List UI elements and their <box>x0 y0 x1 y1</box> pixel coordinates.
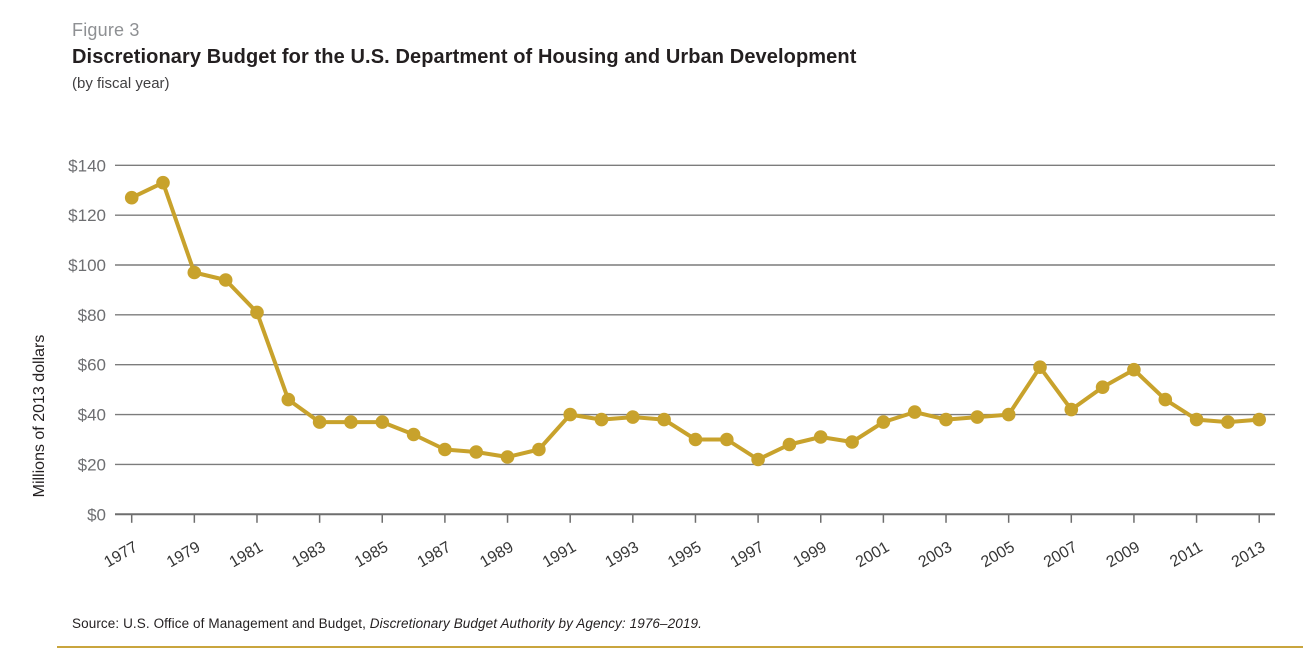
line-chart: $0 $20 $40 $60 $80 $100 $120 $140 1977 1979 1981 19… <box>0 140 1310 600</box>
data-point-marker-1996 <box>720 432 734 447</box>
x-tick-label-1983: 1983 <box>289 539 328 572</box>
data-point-marker-2013 <box>1252 412 1266 427</box>
x-tick-label-1987: 1987 <box>415 539 454 572</box>
data-point-marker-1994 <box>657 412 671 427</box>
x-tick-label-1981: 1981 <box>227 539 266 572</box>
x-tick-label-2013: 2013 <box>1229 539 1268 572</box>
data-point-marker-1992 <box>594 412 609 427</box>
data-point-marker-1982 <box>281 392 296 407</box>
x-tick-label-2007: 2007 <box>1041 539 1080 572</box>
data-point-marker-2000 <box>845 435 859 449</box>
x-tick-label-2009: 2009 <box>1104 539 1143 572</box>
budget-line <box>129 180 1262 462</box>
data-point-marker-1986 <box>406 427 421 442</box>
y-tick-label: $20 <box>78 455 106 474</box>
data-point-marker-1993 <box>626 410 640 424</box>
source-text: Source: U.S. Office of Management and Bu… <box>72 616 370 631</box>
y-tick-label: $140 <box>68 156 106 175</box>
x-tick-label-1997: 1997 <box>728 539 767 572</box>
y-tick-label: $80 <box>78 306 106 325</box>
data-point-marker-2005 <box>1001 407 1016 422</box>
data-point-marker-2004 <box>970 410 985 424</box>
data-point-marker-1980 <box>218 273 233 287</box>
x-tick-label-1977: 1977 <box>101 539 140 572</box>
y-tick-label: $120 <box>68 206 106 225</box>
data-point-marker-2011 <box>1189 412 1204 427</box>
source-citation: Discretionary Budget Authority by Agency… <box>369 616 702 631</box>
data-point-marker-1998 <box>782 437 797 452</box>
data-point-marker-2010 <box>1158 392 1173 407</box>
x-tick-label-1995: 1995 <box>665 539 704 572</box>
y-tick-label: $0 <box>87 505 106 524</box>
x-tick-label-1979: 1979 <box>164 539 203 572</box>
data-point-marker-2012 <box>1221 415 1235 429</box>
chart-header: Figure 3 Discretionary Budget for the U.… <box>72 20 1252 92</box>
source-note: Source: U.S. Office of Management and Bu… <box>72 616 702 631</box>
x-tick-label-2005: 2005 <box>978 539 1017 572</box>
x-tick-label-1989: 1989 <box>477 539 516 572</box>
data-point-marker-1979 <box>187 265 202 280</box>
bottom-divider <box>57 646 1303 648</box>
x-tick-label-1993: 1993 <box>602 539 641 572</box>
data-point-marker-1999 <box>813 430 828 444</box>
data-point-marker-1997 <box>751 452 765 467</box>
x-tick-label-2001: 2001 <box>853 539 892 572</box>
chart-subtitle: (by fiscal year) <box>72 75 170 92</box>
x-tick-label-2003: 2003 <box>916 539 955 572</box>
data-point-marker-1977 <box>124 190 139 205</box>
figure-label: Figure 3 <box>72 20 140 40</box>
data-point-marker-2001 <box>876 415 891 429</box>
data-point-marker-1995 <box>688 432 703 447</box>
data-point-marker-2008 <box>1095 380 1110 395</box>
data-point-marker-1985 <box>375 415 390 429</box>
data-point-marker-1988 <box>469 445 484 459</box>
y-tick-label: $100 <box>68 256 106 275</box>
data-point-marker-2003 <box>939 412 953 427</box>
x-tick-label-1991: 1991 <box>540 539 579 572</box>
chart-canvas: $0 $20 $40 $60 $80 $100 $120 $140 1977 1979 1981 19… <box>31 156 1275 572</box>
page-title: Discretionary Budget for the U.S. Depart… <box>72 46 857 68</box>
data-point-marker-1987 <box>438 442 452 457</box>
data-point-marker-2009 <box>1127 362 1141 377</box>
data-point-marker-2002 <box>907 405 922 419</box>
data-point-marker-1990 <box>532 442 546 457</box>
y-tick-label: $60 <box>78 356 106 375</box>
x-tick-label-1985: 1985 <box>352 539 391 572</box>
y-axis-title: Millions of 2013 dollars <box>31 335 48 498</box>
x-tick-label-1999: 1999 <box>790 539 829 572</box>
data-point-marker-1983 <box>312 415 327 429</box>
x-tick-label-2011: 2011 <box>1167 539 1205 571</box>
data-point-marker-1981 <box>250 305 264 320</box>
data-point-marker-1991 <box>563 407 577 422</box>
data-point-marker-2007 <box>1064 402 1079 417</box>
data-point-marker-2006 <box>1033 360 1047 375</box>
data-point-marker-1984 <box>344 415 358 429</box>
data-point-marker-1989 <box>500 450 515 464</box>
data-point-marker-1978 <box>156 175 170 190</box>
y-tick-label: $40 <box>78 406 106 425</box>
